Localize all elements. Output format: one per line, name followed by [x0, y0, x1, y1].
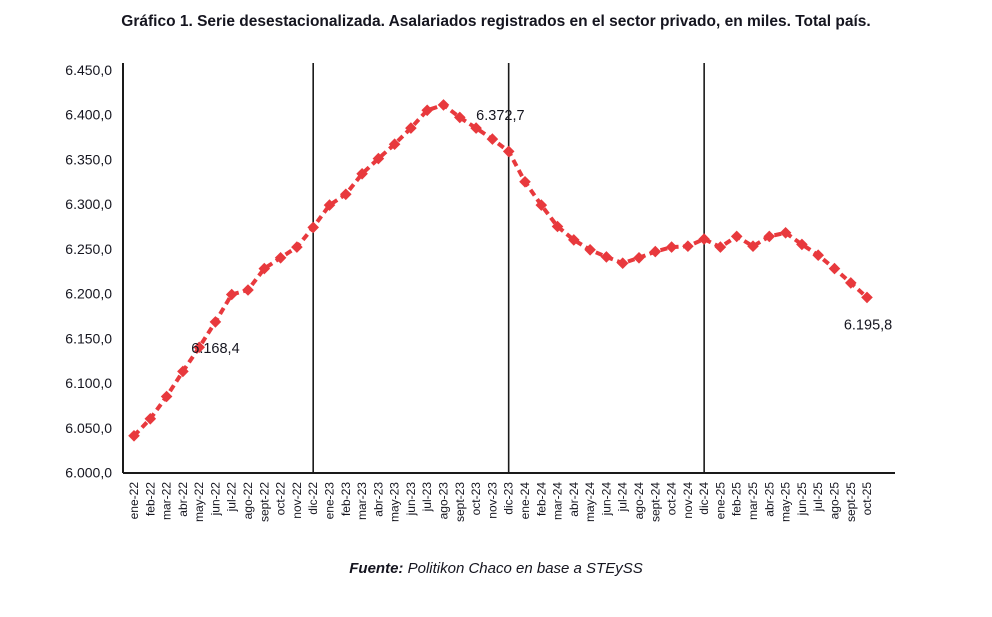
x-axis-tick-label: ene-25: [713, 482, 727, 520]
x-axis-tick-label: may-22: [192, 482, 206, 522]
x-axis-tick-label: sept-24: [648, 482, 662, 522]
source-note: Fuente: Politikon Chaco en base a STEySS: [0, 560, 992, 577]
x-axis-tick-label: feb-24: [534, 482, 548, 516]
data-point-marker: [861, 291, 873, 304]
x-axis-tick-label: oct-22: [274, 482, 288, 516]
x-axis-tick-label: abr-24: [567, 482, 581, 517]
data-point-marker: [437, 99, 450, 111]
y-axis-tick-label: 6.400,0: [65, 107, 112, 123]
x-axis-tick-label: ene-24: [518, 482, 532, 520]
y-axis-tick-label: 6.300,0: [65, 196, 112, 212]
data-point-marker: [242, 284, 254, 296]
data-point-marker: [600, 251, 613, 263]
y-axis-tick-label: 6.200,0: [65, 286, 112, 302]
x-axis-tick-label: ago-23: [437, 482, 451, 520]
x-axis-tick-label: jun-25: [795, 482, 809, 517]
data-point-marker: [845, 277, 857, 289]
data-point-marker: [747, 240, 759, 252]
x-axis-tick-label: oct-23: [469, 482, 483, 516]
y-axis-tick-label: 6.000,0: [65, 465, 112, 481]
data-point-marker: [486, 133, 499, 145]
x-axis-tick-label: abr-22: [176, 482, 190, 517]
point-value-label: 6.372,7: [476, 108, 524, 124]
x-axis-tick-label: mar-23: [355, 482, 369, 520]
x-axis-tick-label: abr-25: [762, 482, 776, 517]
data-point-marker: [535, 199, 548, 211]
y-axis-tick-label: 6.100,0: [65, 375, 112, 391]
point-value-label: 6.168,4: [191, 341, 239, 357]
y-axis-tick-label: 6.350,0: [65, 151, 112, 167]
data-point-marker: [812, 249, 824, 261]
x-axis-tick-label: ene-23: [322, 482, 336, 520]
x-axis-tick-label: mar-24: [551, 482, 565, 520]
source-text: Politikon Chaco en base a STEySS: [403, 560, 643, 577]
data-point-marker: [633, 252, 645, 264]
data-point-marker: [649, 245, 662, 258]
x-axis-tick-label: nov-23: [485, 482, 499, 519]
y-axis-tick-label: 6.250,0: [65, 241, 112, 257]
y-axis-tick-label: 6.150,0: [65, 330, 112, 346]
x-axis-tick-label: oct-24: [665, 482, 679, 516]
data-point-marker: [519, 176, 531, 188]
data-point-marker: [274, 252, 287, 264]
data-series-line: [132, 102, 869, 438]
data-point-marker: [714, 241, 727, 253]
x-axis-tick-label: oct-25: [860, 482, 874, 516]
x-axis-tick-label: ago-22: [241, 482, 255, 520]
x-axis-tick-label: dic-22: [306, 482, 320, 515]
x-axis-tick-label: ago-24: [632, 482, 646, 520]
data-point-marker: [160, 390, 173, 403]
x-axis-tick-label: mar-25: [746, 482, 760, 520]
x-axis-tick-label: feb-25: [730, 482, 744, 516]
x-axis-tick-label: jun-24: [599, 482, 613, 517]
x-axis-tick-label: ago-25: [827, 482, 841, 520]
x-axis-tick-label: jun-23: [404, 482, 418, 517]
x-axis-tick-label: ene-22: [127, 482, 141, 520]
x-axis-tick-label: jul-23: [420, 482, 434, 513]
y-axis-tick-label: 6.450,0: [65, 62, 112, 78]
data-point-marker: [291, 241, 303, 253]
data-point-marker: [616, 257, 629, 269]
data-point-marker: [502, 145, 515, 158]
data-point-marker: [682, 240, 694, 252]
data-point-marker: [698, 233, 710, 245]
x-axis-tick-label: sept-23: [453, 482, 467, 522]
data-point-marker: [779, 227, 792, 239]
data-point-marker: [665, 241, 678, 253]
x-axis-tick-label: mar-22: [160, 482, 174, 520]
data-point-marker: [828, 262, 841, 275]
x-axis-tick-label: feb-23: [339, 482, 353, 516]
data-point-marker: [763, 230, 776, 243]
chart-title: Gráfico 1. Serie desestacionalizada. Asa…: [121, 13, 871, 30]
x-axis-tick-label: may-24: [583, 482, 597, 522]
source-prefix: Fuente:: [349, 560, 404, 577]
x-axis-tick-label: feb-22: [143, 482, 157, 516]
data-point-marker: [796, 238, 808, 251]
x-axis-tick-label: may-25: [779, 482, 793, 522]
data-point-marker: [307, 221, 319, 234]
data-point-marker: [551, 220, 564, 233]
data-point-marker: [584, 244, 596, 256]
x-axis-tick-label: jun-22: [208, 482, 222, 517]
x-axis-tick-label: may-23: [388, 482, 402, 522]
x-axis-tick-label: jul-24: [616, 482, 630, 513]
data-point-marker: [730, 230, 743, 243]
x-axis-tick-label: jul-22: [225, 482, 239, 513]
x-axis-tick-label: sept-25: [844, 482, 858, 522]
x-axis-tick-label: dic-23: [502, 482, 516, 515]
data-point-marker: [568, 234, 580, 246]
x-axis-tick-label: dic-24: [697, 482, 711, 515]
x-axis-tick-label: nov-22: [290, 482, 304, 519]
point-value-label: 6.195,8: [844, 317, 892, 333]
data-point-marker: [209, 316, 222, 328]
x-axis-tick-label: jul-25: [811, 482, 825, 513]
y-axis-tick-label: 6.050,0: [65, 420, 112, 436]
x-axis-tick-label: sept-22: [257, 482, 271, 522]
x-axis-tick-label: abr-23: [371, 482, 385, 517]
x-axis-tick-label: nov-24: [681, 482, 695, 519]
